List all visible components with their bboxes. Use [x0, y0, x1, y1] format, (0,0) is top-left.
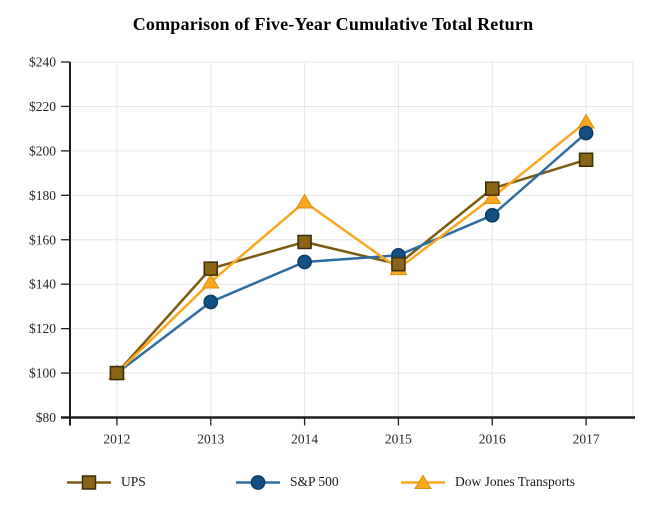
data-point-ups-2012 — [109, 365, 125, 381]
x-tick-label: 2013 — [197, 432, 224, 447]
data-point-ups-2015 — [391, 256, 406, 272]
legend-item-sp500: S&P 500 — [235, 470, 339, 494]
data-point-s-p-500-2014 — [297, 254, 312, 270]
series-line-dow-jones-transports — [116, 121, 587, 374]
legend-label-dow-jones-transports: Dow Jones Transports — [455, 474, 576, 489]
data-point-dow-jones-transports-2014 — [295, 193, 314, 209]
data-point-dow-jones-transports-2016 — [483, 189, 502, 205]
y-tick-label: $80 — [36, 410, 57, 425]
data-point-ups-2016 — [485, 181, 500, 196]
data-point-dow-jones-transports-2013 — [201, 273, 220, 289]
legend-swatch-s-p-500 — [236, 475, 280, 490]
y-tick-label: $120 — [29, 321, 56, 336]
legend-label-sp500: S&P 500 — [290, 474, 339, 489]
x-tick-label: 2014 — [291, 432, 318, 447]
x-tick-label: 2015 — [385, 432, 412, 447]
y-tick-label: $240 — [29, 55, 56, 70]
y-tick-label: $140 — [29, 277, 56, 292]
dow-jones-triangle-marker-icon — [400, 473, 446, 491]
sp500-circle-marker-icon — [235, 473, 281, 491]
legend-item-dow-jones-transports: Dow Jones Transports — [400, 470, 575, 494]
series-line-ups — [115, 158, 587, 374]
series-line-s-p-500 — [116, 132, 587, 375]
data-point-ups-2014 — [297, 234, 312, 250]
y-tick-label: $200 — [29, 143, 56, 158]
y-tick-label: $160 — [29, 232, 56, 247]
chart-legend: UPS S&P 500 Dow Jones Transports — [0, 470, 666, 496]
x-tick-label: 2012 — [103, 432, 130, 447]
y-tick-label: $100 — [29, 366, 56, 381]
chart-title: Comparison of Five-Year Cumulative Total… — [132, 14, 534, 34]
data-point-s-p-500-2016 — [484, 207, 500, 223]
legend-item-ups: UPS — [66, 470, 146, 494]
ups-square-marker-icon — [66, 473, 112, 491]
x-tick-label: 2016 — [479, 432, 506, 447]
y-tick-label: $180 — [29, 188, 56, 203]
x-tick-label: 2017 — [573, 432, 600, 447]
line-chart: $80 $100 $120 $140 $160 $180 $200 $220 $240 2012 2… — [29, 55, 635, 447]
data-point-ups-2013 — [203, 261, 218, 276]
legend-swatch-ups — [67, 475, 111, 490]
data-point-s-p-500-2013 — [203, 294, 219, 310]
y-tick-label: $220 — [29, 99, 56, 114]
data-point-ups-2017 — [578, 152, 594, 168]
legend-label-ups: UPS — [121, 474, 146, 489]
data-point-s-p-500-2017 — [578, 125, 594, 141]
legend-swatch-dow-jones-transports — [401, 474, 445, 489]
